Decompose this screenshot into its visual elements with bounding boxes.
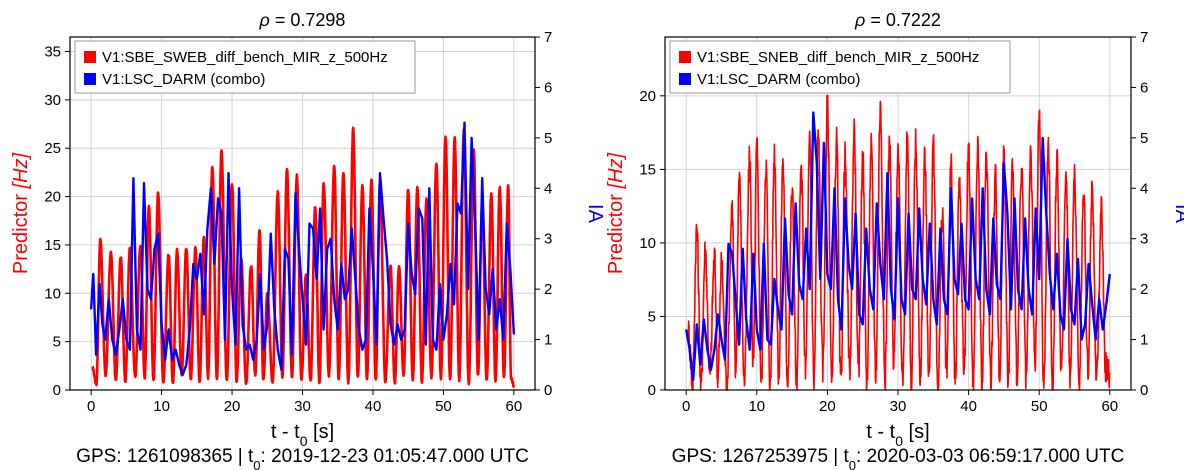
right-x-tick-label: 10 — [748, 398, 765, 415]
left-y2-tick-label: 4 — [544, 180, 552, 197]
right-chart-panel: 0 10 20 30 40 50 60 0 5 10 15 20 0 1 2 3 4 5 6 7 ρ = 0.7222… — [605, 10, 1184, 470]
left-y2-tick-label: 3 — [544, 231, 552, 248]
right-legend-label-darm: V1:LSC_DARM (combo) — [697, 71, 860, 88]
left-chart-title: ρ = 0.7298 — [259, 10, 346, 30]
left-y-axis-label: Predictor [Hz] — [10, 152, 32, 274]
right-y2-tick-label: 2 — [1140, 281, 1148, 298]
left-x-tick-label: 20 — [224, 398, 241, 415]
left-x-tick-label: 30 — [294, 398, 311, 415]
right-y-tick-label: 0 — [648, 382, 656, 399]
left-y2-tick-label: 6 — [544, 79, 552, 96]
left-chart-panel: 0 10 20 30 40 50 60 0 5 10 15 20 25 30 35 0 1 2 3 4 5 6 7 ρ = … — [10, 10, 606, 470]
right-legend-label-predictor: V1:SBE_SNEB_diff_bench_MIR_z_500Hz — [697, 49, 979, 66]
right-legend-box — [669, 40, 1011, 94]
right-y2-tick-label: 0 — [1140, 382, 1148, 399]
right-legend-swatch-darm — [679, 73, 691, 85]
right-chart-ticks: 0 10 20 30 40 50 60 0 5 10 15 20 0 1 2 3 4 5 6 7 — [639, 29, 1148, 415]
right-y-tick-label: 5 — [648, 308, 656, 325]
left-y-tick-label: 10 — [44, 285, 61, 302]
left-y-tick-label: 30 — [44, 92, 61, 109]
right-legend: V1:SBE_SNEB_diff_bench_MIR_z_500Hz V1:LS… — [669, 40, 1011, 94]
right-predictor-line — [687, 94, 1111, 391]
right-x-tick-label: 60 — [1101, 398, 1118, 415]
right-y2-tick-label: 7 — [1140, 29, 1148, 46]
left-gps-footer: GPS: 1261098365 | t0: 2019-12-23 01:05:4… — [76, 446, 529, 470]
left-x-tick-label: 50 — [435, 398, 452, 415]
left-y2-tick-label: 1 — [544, 332, 552, 349]
right-y2-tick-label: 5 — [1140, 130, 1148, 147]
right-y-tick-label: 10 — [639, 235, 656, 252]
left-x-tick-label: 60 — [506, 398, 523, 415]
left-predictor-line — [91, 126, 516, 388]
right-y-tick-label: 15 — [639, 161, 656, 178]
right-chart-title: ρ = 0.7222 — [854, 10, 941, 30]
left-chart-series — [89, 121, 516, 388]
right-y2-tick-label: 4 — [1140, 180, 1148, 197]
right-chart-series — [685, 94, 1111, 391]
right-y2-tick-label: 3 — [1140, 231, 1148, 248]
left-legend-label-darm: V1:LSC_DARM (combo) — [102, 71, 265, 88]
left-y-tick-label: 35 — [44, 44, 61, 61]
left-y-tick-label: 15 — [44, 237, 61, 254]
right-x-tick-label: 50 — [1031, 398, 1048, 415]
right-y-axis-label: Predictor [Hz] — [605, 152, 627, 274]
left-y-tick-label: 20 — [44, 189, 61, 206]
right-darm-line — [685, 111, 1111, 382]
left-y-tick-label: 0 — [53, 382, 61, 399]
left-legend-label-predictor: V1:SBE_SWEB_diff_bench_MIR_z_500Hz — [102, 49, 388, 66]
left-y2-tick-label: 7 — [544, 29, 552, 46]
right-y2-tick-label: 6 — [1140, 79, 1148, 96]
left-chart-ticks: 0 10 20 30 40 50 60 0 5 10 15 20 25 30 35 0 1 2 3 4 5 6 7 — [44, 29, 552, 415]
right-x-tick-label: 0 — [682, 398, 690, 415]
right-y2-tick-label: 1 — [1140, 332, 1148, 349]
left-x-axis-label: t - t0 [s] — [271, 421, 334, 449]
right-x-axis-label: t - t0 [s] — [866, 421, 929, 449]
left-y2-tick-label: 5 — [544, 130, 552, 147]
right-x-tick-label: 30 — [890, 398, 907, 415]
left-y2-tick-label: 0 — [544, 382, 552, 399]
right-y2-axis-label: IA — [1171, 204, 1184, 224]
right-y-tick-label: 20 — [639, 88, 656, 105]
left-legend: V1:SBE_SWEB_diff_bench_MIR_z_500Hz V1:LS… — [74, 40, 416, 94]
left-y-tick-label: 25 — [44, 140, 61, 157]
right-x-tick-label: 40 — [960, 398, 977, 415]
left-x-tick-label: 40 — [365, 398, 382, 415]
left-legend-swatch-darm — [84, 73, 96, 85]
left-darm-line — [89, 121, 516, 377]
left-y2-axis-label: IA — [584, 204, 606, 224]
right-x-tick-label: 20 — [819, 398, 836, 415]
right-gps-footer: GPS: 1267253975 | t0: 2020-03-03 06:59:1… — [672, 446, 1125, 470]
left-y-tick-label: 5 — [53, 334, 61, 351]
left-x-tick-label: 0 — [87, 398, 95, 415]
left-x-tick-label: 10 — [153, 398, 170, 415]
right-legend-swatch-predictor — [679, 51, 691, 63]
left-y2-tick-label: 2 — [544, 281, 552, 298]
left-legend-swatch-predictor — [84, 51, 96, 63]
left-legend-box — [74, 40, 416, 94]
